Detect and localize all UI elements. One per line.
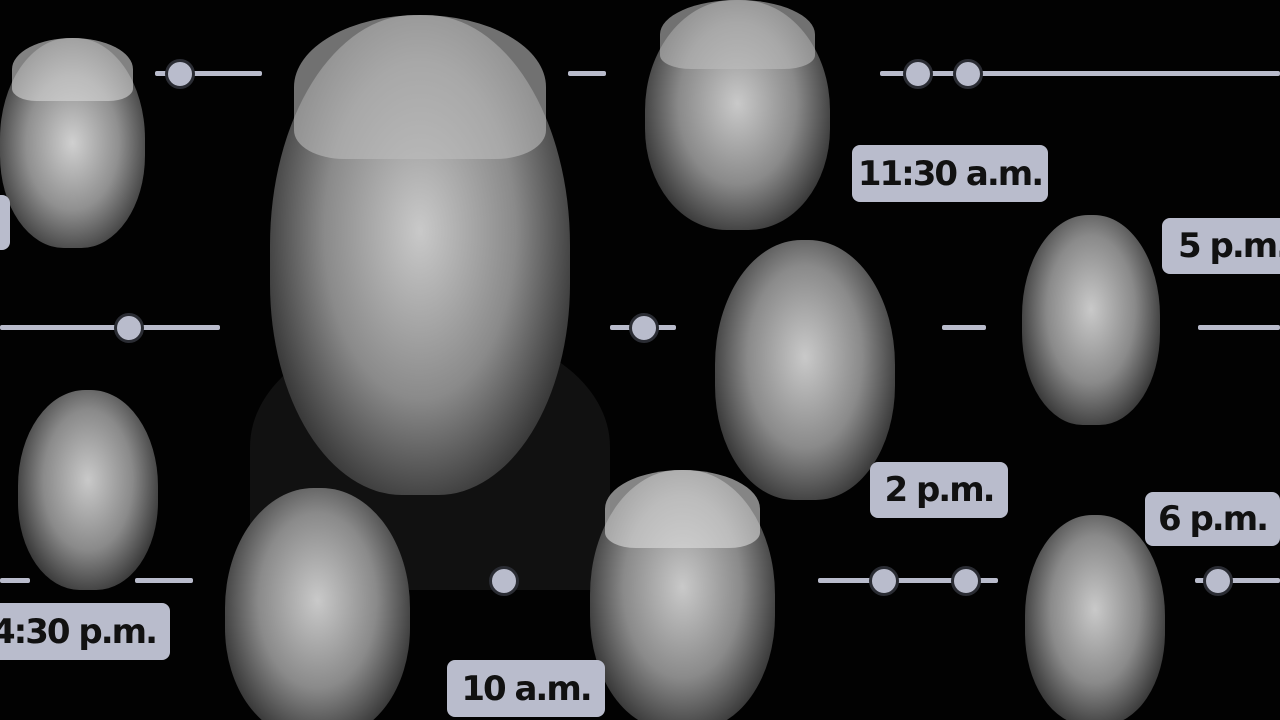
timeline-line [1195, 578, 1280, 583]
timeline-line [942, 325, 986, 330]
timeline-dot [951, 566, 981, 596]
time-label-1130am: 11:30 a.m. [852, 145, 1048, 202]
time-label-5pm: 5 p.m. [1162, 218, 1280, 274]
portrait-center [270, 15, 570, 495]
time-label-430pm: 4:30 p.m. [0, 603, 170, 660]
portrait-bottom-left [225, 488, 410, 720]
timeline-line [135, 578, 193, 583]
timeline-dot [114, 313, 144, 343]
timeline-dot [489, 566, 519, 596]
portrait-middle [715, 240, 895, 500]
timeline-line [880, 71, 1280, 76]
timeline-line [568, 71, 606, 76]
timeline-dot [629, 313, 659, 343]
time-label-2pm: 2 p.m. [870, 462, 1008, 518]
timeline-dot [903, 59, 933, 89]
portrait-bottom-right [1025, 515, 1165, 720]
portrait-left [18, 390, 158, 590]
timeline-dot [165, 59, 195, 89]
time-label-6pm: 6 p.m. [1145, 492, 1280, 546]
portrait-bottom-middle [590, 470, 775, 720]
timeline-line [0, 325, 220, 330]
timeline-line [1198, 325, 1280, 330]
portrait-middle-right [1022, 215, 1160, 425]
time-label-10am: 10 a.m. [447, 660, 605, 717]
timeline-dot [869, 566, 899, 596]
portrait-top-left [0, 38, 145, 248]
timeline-dot [1203, 566, 1233, 596]
timeline-line [0, 578, 30, 583]
timeline-dot [953, 59, 983, 89]
time-label-partial [0, 195, 10, 250]
timeline-line [818, 578, 998, 583]
portrait-top-middle [645, 0, 830, 230]
timeline-line [155, 71, 262, 76]
